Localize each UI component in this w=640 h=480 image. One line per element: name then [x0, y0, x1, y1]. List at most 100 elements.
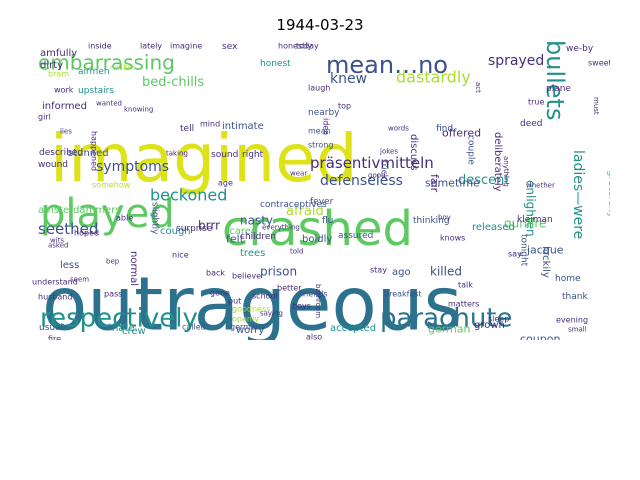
word-62: grown [474, 320, 505, 331]
word-141: bep [106, 258, 120, 266]
word-124: matters [448, 300, 479, 309]
word-8: embarrassing [38, 51, 175, 75]
word-104: boys [292, 302, 311, 311]
word-90: friends [300, 290, 328, 299]
word-57: released [472, 222, 515, 233]
word-154: lies [60, 128, 72, 136]
word-87: upstairs [78, 86, 114, 96]
word-146: anything [502, 156, 510, 187]
word-6: parachute [380, 304, 513, 334]
word-153: jokes [379, 148, 398, 156]
word-54: fever [310, 197, 334, 207]
word-102: nice [172, 251, 189, 260]
word-16: knew [330, 71, 367, 87]
word-33: trees [240, 248, 265, 259]
word-38: gunfire [504, 217, 546, 231]
word-138: seem [70, 276, 89, 284]
word-65: less [60, 260, 79, 271]
word-93: called [182, 323, 206, 332]
word-89: tonight [519, 234, 529, 267]
word-136: wits [50, 237, 64, 245]
word-81: inside [88, 42, 112, 51]
word-133: school [252, 292, 278, 301]
word-34: worry [236, 325, 264, 336]
word-68: deliberately [492, 132, 503, 192]
word-77: couple [466, 135, 476, 165]
word-50: wound [38, 160, 68, 170]
word-119: knows [440, 234, 465, 243]
word-49: described [39, 148, 83, 158]
word-80: home [555, 274, 581, 284]
word-76: trick [379, 160, 389, 181]
word-53: contraceptives [260, 200, 327, 210]
word-139: asked [48, 242, 69, 250]
word-48: intimate [222, 121, 264, 132]
word-142: taking [166, 150, 188, 158]
word-28: coupon [520, 333, 560, 341]
word-147: whether [526, 182, 555, 190]
word-106: stay [370, 266, 387, 275]
word-86: we-by [566, 44, 594, 54]
word-51: cough [160, 226, 191, 237]
word-74: mean [308, 127, 331, 136]
word-18: bed-chills [142, 75, 204, 90]
word-105: talk [458, 281, 473, 290]
word-144: wanted [96, 100, 122, 108]
word-70: plane [546, 84, 571, 94]
word-145: happened [90, 131, 99, 171]
word-5: respectively [40, 304, 198, 334]
word-122: also [306, 333, 322, 341]
word-137: hoped [74, 229, 99, 238]
word-14: defenseless [320, 173, 403, 189]
word-127: work [54, 86, 74, 95]
word-67: slightly [150, 202, 160, 235]
word-131: surprise [176, 224, 213, 234]
word-152: good [368, 172, 385, 180]
word-39: gratefully [606, 170, 610, 218]
word-46: honest [260, 59, 291, 69]
word-71: sound [211, 150, 238, 160]
word-12: beckoned [150, 186, 227, 205]
word-59: fair [428, 174, 441, 193]
word-29: accepted [330, 323, 376, 334]
word-149: saying [260, 310, 283, 318]
word-130: age [218, 179, 233, 188]
word-7: mean…no [326, 51, 448, 79]
word-2: imagined [50, 120, 358, 197]
word-69: deed [520, 119, 543, 129]
word-92: germans [230, 323, 265, 332]
word-120: children [240, 232, 276, 242]
word-41: luckily [540, 246, 551, 278]
word-96: husband [38, 293, 72, 302]
word-121: goodness [232, 305, 270, 314]
word-32: felt [226, 233, 245, 246]
word-26: prison [260, 265, 297, 279]
word-109: small [568, 326, 587, 334]
word-21: enlighten [524, 180, 538, 237]
word-132: normal [128, 251, 139, 286]
word-17: descent [458, 173, 510, 188]
word-45: sex [222, 42, 238, 52]
word-95: fire [48, 335, 61, 341]
word-113: bram [48, 70, 69, 79]
word-10: symptoms [96, 159, 169, 175]
word-98: gone [210, 289, 230, 298]
word-66: pass [104, 290, 122, 299]
word-75: strong [308, 141, 333, 150]
word-156: wear [290, 170, 307, 178]
word-9: bullets [541, 40, 569, 120]
word-43: dirty [40, 60, 63, 71]
word-111: must [592, 97, 600, 115]
word-115: girl [38, 113, 51, 122]
word-150: told [290, 248, 303, 256]
word-99: back [206, 269, 225, 278]
word-100: better [277, 284, 302, 293]
word-30: amsterdammers [38, 205, 121, 216]
word-135: somehow [92, 181, 131, 190]
word-114: laugh [308, 84, 330, 93]
word-31: hate [112, 323, 135, 334]
word-25: nasty [240, 214, 273, 228]
word-91: breakfast [384, 290, 422, 299]
word-88: stunned [68, 148, 109, 159]
